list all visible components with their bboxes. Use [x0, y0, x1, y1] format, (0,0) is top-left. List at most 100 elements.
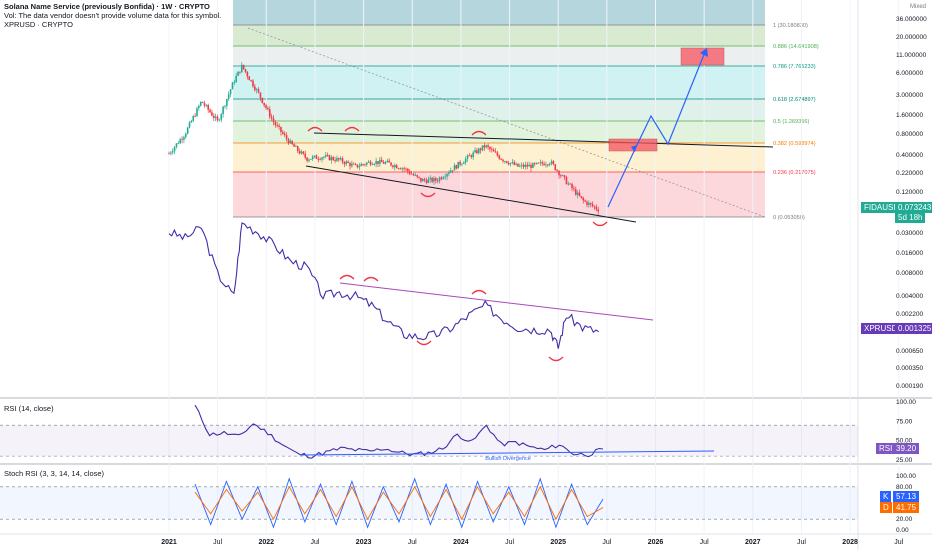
time-axis-label: Jul	[310, 539, 319, 546]
fida-candle-body	[203, 102, 206, 106]
fida-candle-body	[248, 76, 251, 81]
fida-candle-body	[524, 164, 527, 167]
fida-candle-body	[216, 116, 219, 121]
xpr-price-line	[168, 222, 599, 349]
fib-level-label: 1 (30.180830)	[773, 23, 808, 29]
fida-candle-body	[207, 105, 209, 110]
fida-candle-body	[240, 64, 243, 73]
fida-candle-body	[513, 162, 516, 165]
fida-candle-body	[446, 173, 448, 177]
fida-candle-body	[369, 161, 372, 165]
fida-candle-body	[289, 140, 292, 144]
fib-zone-7	[233, 172, 765, 217]
fida-candle-body	[498, 155, 501, 159]
fida-candle-body	[179, 139, 181, 144]
fida-candle-body	[270, 116, 273, 119]
fida-candle-body	[586, 201, 588, 205]
fida-candle-body	[459, 161, 461, 165]
price-axis-label: 0.000350	[896, 365, 923, 372]
scale-mode-label[interactable]: Mixed	[909, 4, 926, 10]
time-axis-label: Jul	[700, 539, 709, 546]
rsi-label-badge: RSI	[876, 443, 896, 454]
rsi-axis-label: 50.00	[896, 438, 913, 445]
fida-candle-body	[435, 178, 437, 181]
fida-candle-body	[569, 183, 571, 185]
price-axis-label: 0.800000	[896, 131, 923, 138]
fida-candle-body	[324, 155, 327, 157]
fib-zone-4	[233, 99, 765, 121]
fida-candles	[168, 62, 599, 215]
fida-candle-body	[392, 165, 394, 168]
fida-candle-body	[302, 151, 305, 154]
fida-candle-body	[532, 163, 534, 168]
fida-candle-body	[341, 158, 344, 163]
fida-candle-body	[252, 80, 254, 87]
fida-candle-body	[343, 162, 346, 165]
fida-candle-body	[563, 175, 566, 178]
fida-candle-body	[500, 158, 502, 160]
fida-candle-body	[379, 159, 381, 164]
fida-candle-body	[477, 148, 480, 154]
fida-candle-body	[220, 114, 223, 120]
fida-candle-body	[421, 179, 424, 182]
time-axis-label: Jul	[602, 539, 611, 546]
fida-candle-body	[492, 149, 495, 152]
fida-candle-body	[186, 127, 189, 134]
fida-candle-body	[199, 101, 202, 106]
fida-candle-body	[360, 164, 363, 167]
time-axis-label: 2025	[550, 539, 566, 546]
fida-candle-body	[250, 80, 252, 81]
fib-zone-5	[233, 121, 765, 143]
fida-candle-body	[321, 157, 323, 160]
price-axis-label: 0.008000	[896, 270, 923, 277]
stoch-d-value-badge: 41.75	[893, 502, 920, 513]
fida-candle-body	[382, 162, 385, 164]
fida-candle-body	[267, 108, 269, 110]
fida-candle-body	[440, 177, 443, 179]
fida-candle-body	[505, 161, 508, 163]
fida-candle-body	[184, 133, 187, 137]
fida-candle-body	[257, 89, 260, 93]
fida-candle-body	[511, 162, 514, 163]
fida-candle-body	[349, 162, 351, 167]
fida-candle-body	[507, 162, 510, 165]
fida-candle-body	[319, 159, 321, 160]
fida-candle-body	[188, 122, 191, 128]
fida-candle-body	[453, 165, 456, 171]
fida-candle-body	[190, 120, 193, 123]
fida-candle-body	[313, 155, 316, 157]
fida-candle-body	[574, 189, 577, 195]
rsi-axis-label: 100.00	[896, 399, 916, 406]
stoch-k-value-badge: 57.13	[893, 491, 920, 502]
fida-candle-body	[311, 156, 314, 159]
fida-candle-body	[591, 204, 594, 207]
fida-candle-body	[472, 152, 474, 158]
fida-candle-body	[485, 145, 488, 148]
fida-candle-body	[304, 153, 307, 158]
fida-candle-body	[362, 164, 364, 165]
rsi-line	[194, 404, 604, 459]
fida-candle-body	[330, 157, 333, 161]
fida-candle-body	[351, 163, 353, 167]
price-axis-label: 0.030000	[896, 230, 923, 237]
fida-candle-body	[558, 170, 560, 176]
fida-candle-body	[418, 176, 420, 178]
stoch-axis-label: 80.00	[896, 484, 913, 491]
fida-candle-body	[427, 179, 430, 183]
fida-candle-body	[537, 162, 540, 164]
fida-candle-body	[384, 162, 387, 164]
fida-candle-body	[347, 161, 349, 163]
fib-zone-3	[233, 66, 765, 99]
fida-candle-body	[239, 71, 241, 73]
fida-candle-body	[255, 89, 258, 91]
xpr-resistance-line	[339, 282, 654, 321]
price-axis-label: 0.004000	[896, 293, 923, 300]
fida-candle-body	[183, 136, 185, 140]
projection-arrowhead-1	[631, 145, 637, 152]
fida-candle-body	[588, 202, 590, 205]
time-axis-label: 2027	[745, 539, 761, 546]
fida-candle-body	[380, 159, 383, 163]
fida-candle-body	[522, 164, 525, 167]
price-axis-label: 20.000000	[896, 34, 927, 41]
